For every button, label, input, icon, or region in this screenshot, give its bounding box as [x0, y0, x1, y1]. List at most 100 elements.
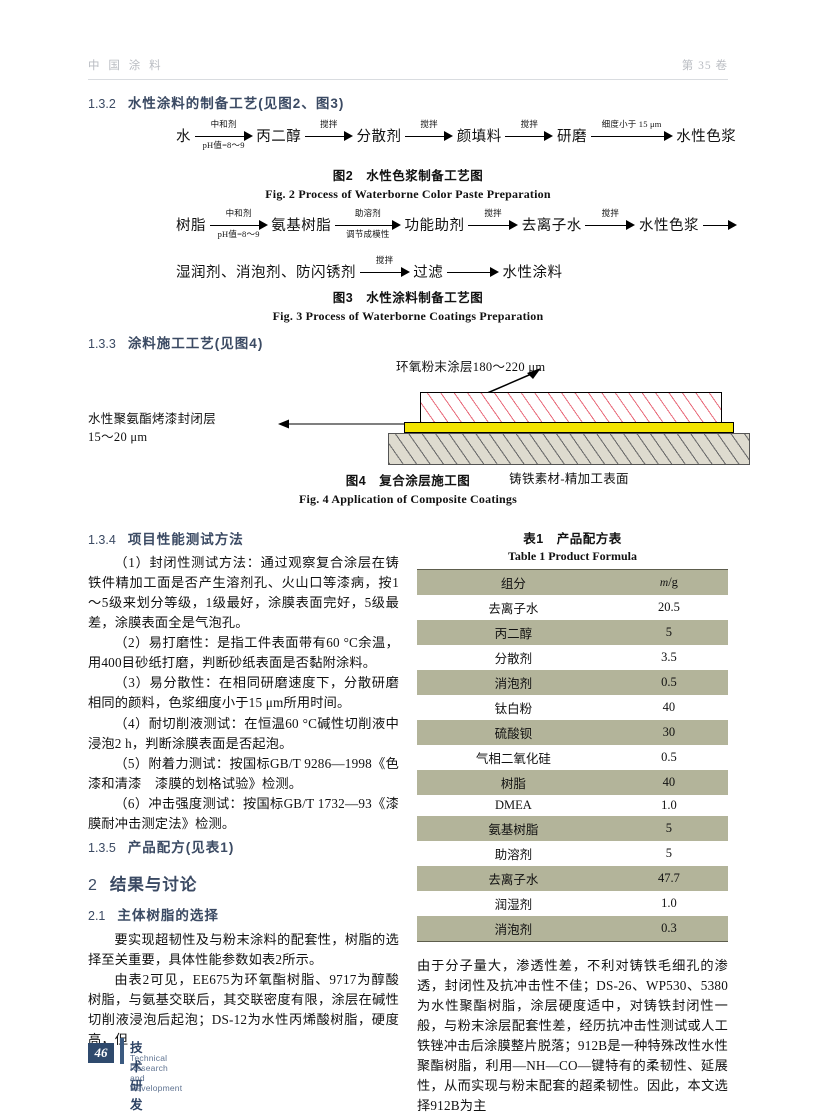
- flow-node: 分散剂: [356, 128, 402, 145]
- figure-2-flow: 水 中和剂 pH值=8～9 丙二醇 搅拌 分散剂 搅拌 颜填料 搅拌 研磨 细度…: [176, 119, 737, 150]
- table-head: 组分 m/g: [417, 569, 728, 595]
- flow-node: 丙二醇: [256, 128, 302, 145]
- table-row: 去离子水 20.5: [417, 595, 728, 620]
- cell-mass: 5: [665, 625, 673, 639]
- flow-arrow: 搅拌: [468, 208, 519, 239]
- flow-node: 树脂: [176, 217, 206, 234]
- flow-arrow: 中和剂 pH值=8～9: [209, 208, 268, 239]
- right-column: 表1 产品配方表 Table 1 Product Formula 组分 m/g …: [417, 528, 728, 1117]
- cell-mass: 30: [662, 725, 676, 739]
- paragraph: （6）冲击强度测试：按国标GB/T 1732—93《漆膜耐冲击测定法》检测。: [88, 795, 399, 831]
- unit-m: m: [659, 577, 669, 589]
- table-row: 助溶剂 5: [417, 841, 728, 866]
- flow-arrow: 细度小于 15 μm: [590, 119, 673, 150]
- column-header-mass: m/g: [609, 569, 728, 595]
- section-number: 1.3.3: [88, 337, 116, 351]
- cell-component: 消泡剂: [417, 916, 610, 942]
- figure-2-caption: 图2 水性色浆制备工艺图 Fig. 2 Process of Waterborn…: [88, 165, 728, 202]
- paragraph: 要实现超韧性及与粉末涂料的配套性，树脂的选择至关重要，具体性能参数如表2所示。: [88, 931, 399, 967]
- flow-node: 水性色浆: [676, 128, 737, 145]
- flow-node: 湿润剂、消泡剂、防闪锈剂: [176, 264, 356, 281]
- arrow-label-top: 中和剂: [225, 208, 252, 218]
- caption-cn: 图3 水性涂料制备工艺图: [332, 291, 484, 305]
- cell-component: DMEA: [495, 798, 532, 812]
- paragraph: （5）附着力测试：按国标GB/T 9286—1998《色漆和清漆 漆膜的划格试验…: [88, 755, 399, 791]
- left-column: 1.3.4 项目性能测试方法 （1）封闭性测试方法：通过观察复合涂层在铸铁件精加工…: [88, 528, 399, 1050]
- section-number: 2: [88, 876, 97, 894]
- paragraph: 由表2可见，EE675为环氧酯树脂、9717为醇酸树脂，与氨基交联后，其交联密度…: [88, 972, 399, 1048]
- cell-mass: 3.5: [661, 650, 677, 664]
- cell-component: 气相二氧化硅: [475, 752, 551, 766]
- flow-node: 研磨: [557, 128, 587, 145]
- waterborne-pu-seal-layer: [404, 422, 734, 433]
- arrow-label-bottom: pH值=8～9: [217, 229, 260, 239]
- footer-section-cn: 技术研发: [130, 1041, 144, 1112]
- arrow-label-top: 搅拌: [420, 119, 438, 129]
- section-number: 1.3.4: [88, 533, 116, 547]
- table-row: 分散剂 3.5: [417, 645, 728, 670]
- cell-mass: 1.0: [661, 896, 677, 910]
- cell-mass: 5: [665, 846, 673, 860]
- figure-3-flow-row-2: 湿润剂、消泡剂、防闪锈剂 搅拌 过滤 水性涂料: [176, 255, 563, 286]
- table-title-cn: 表1 产品配方表: [523, 532, 622, 546]
- product-formula-table: 组分 m/g 去离子水 20.5 丙二醇 5 分散剂 3.5 消泡剂 0.5 钛白粉 40 硫酸钡 3…: [417, 569, 728, 942]
- cell-mass: 40: [662, 775, 676, 789]
- flow-arrow: 搅拌: [405, 119, 454, 150]
- flow-node: 颜填料: [456, 128, 502, 145]
- flow-node: 去离子水: [521, 217, 582, 234]
- section-heading-1-3-2: 1.3.2 水性涂料的制备工艺(见图2、图3): [88, 92, 344, 113]
- cell-component: 丙二醇: [494, 627, 533, 641]
- seal-label-line1: 水性聚氨酯烤漆封闭层: [88, 412, 217, 426]
- arrow-label-bottom: pH值=8～9: [202, 140, 245, 150]
- paragraph: （2）易打磨性：是指工件表面带有60 °C余温，用400目砂纸打磨，判断砂纸表面…: [88, 635, 399, 671]
- seal-callout-arrow: [278, 419, 406, 429]
- volume-label: 第 35 卷: [681, 60, 728, 72]
- section-title: 项目性能测试方法: [127, 532, 244, 547]
- seal-layer-label: 水性聚氨酯烤漆封闭层 15～20 μm: [88, 410, 216, 446]
- table-row: 消泡剂 0.3: [417, 916, 728, 942]
- section-title: 涂料施工工艺(见图4): [127, 336, 264, 351]
- cell-mass: 0.5: [661, 750, 677, 764]
- table-row: 氨基树脂 5: [417, 816, 728, 841]
- figure-3-flow-row-1: 树脂 中和剂 pH值=8～9 氨基树脂 助溶剂 调节成模性 功能助剂 搅拌 去离…: [176, 208, 737, 239]
- table-1-title: 表1 产品配方表 Table 1 Product Formula: [417, 528, 728, 564]
- flow-node: 水: [176, 128, 191, 145]
- caption-en: Fig. 3 Process of Waterborne Coatings Pr…: [272, 309, 544, 323]
- cell-component: 氨基树脂: [488, 823, 539, 837]
- table-header-row: 组分 m/g: [417, 569, 728, 595]
- unit-per-g: /g: [668, 575, 678, 589]
- section-number: 2.1: [88, 908, 106, 923]
- cell-component: 去离子水: [488, 873, 539, 887]
- arrow-label-top: 细度小于 15 μm: [601, 119, 662, 129]
- epoxy-callout-arrow: [484, 368, 541, 395]
- caption-en: Fig. 4 Application of Composite Coatings: [298, 492, 517, 506]
- arrow-label-top: 搅拌: [320, 119, 338, 129]
- caption-cn: 图4 复合涂层施工图: [345, 474, 471, 488]
- section-heading-2-1: 2.1 主体树脂的选择: [88, 904, 399, 925]
- running-head: 中 国 涂 料 第 35 卷: [88, 57, 728, 83]
- flow-arrow: 搅拌: [585, 208, 636, 239]
- cell-mass: 5: [665, 821, 673, 835]
- substrate-label: 铸铁素材-精加工表面: [509, 472, 629, 486]
- flow-arrow: [446, 256, 499, 286]
- table-title-en: Table 1 Product Formula: [507, 549, 637, 563]
- section-heading-2: 2 结果与讨论: [88, 871, 399, 895]
- table-row: 硫酸钡 30: [417, 720, 728, 745]
- journal-name: 中 国 涂 料: [88, 60, 164, 72]
- cell-mass: 40: [662, 700, 676, 714]
- cell-mass: 0.3: [609, 916, 728, 942]
- table-row: 去离子水 47.7: [417, 866, 728, 891]
- flow-arrow: 助溶剂 调节成模性: [334, 208, 401, 239]
- arrow-label-bottom: 调节成模性: [346, 229, 390, 239]
- section-heading-1-3-5: 1.3.5 产品配方(见表1): [88, 836, 399, 857]
- section-heading-1-3-3: 1.3.3 涂料施工工艺(见图4): [88, 332, 263, 353]
- column-header-component: 组分: [417, 569, 610, 595]
- section-number: 1.3.2: [88, 97, 116, 111]
- figure-4-caption: 图4 复合涂层施工图 Fig. 4 Application of Composi…: [88, 470, 728, 507]
- cell-component: 助溶剂: [494, 848, 533, 862]
- epoxy-layer-label: 环氧粉末涂层180～220 μm: [396, 360, 546, 374]
- section-title: 结果与讨论: [109, 875, 198, 894]
- caption-cn: 图2 水性色浆制备工艺图: [332, 169, 484, 183]
- flow-node: 过滤: [413, 264, 444, 281]
